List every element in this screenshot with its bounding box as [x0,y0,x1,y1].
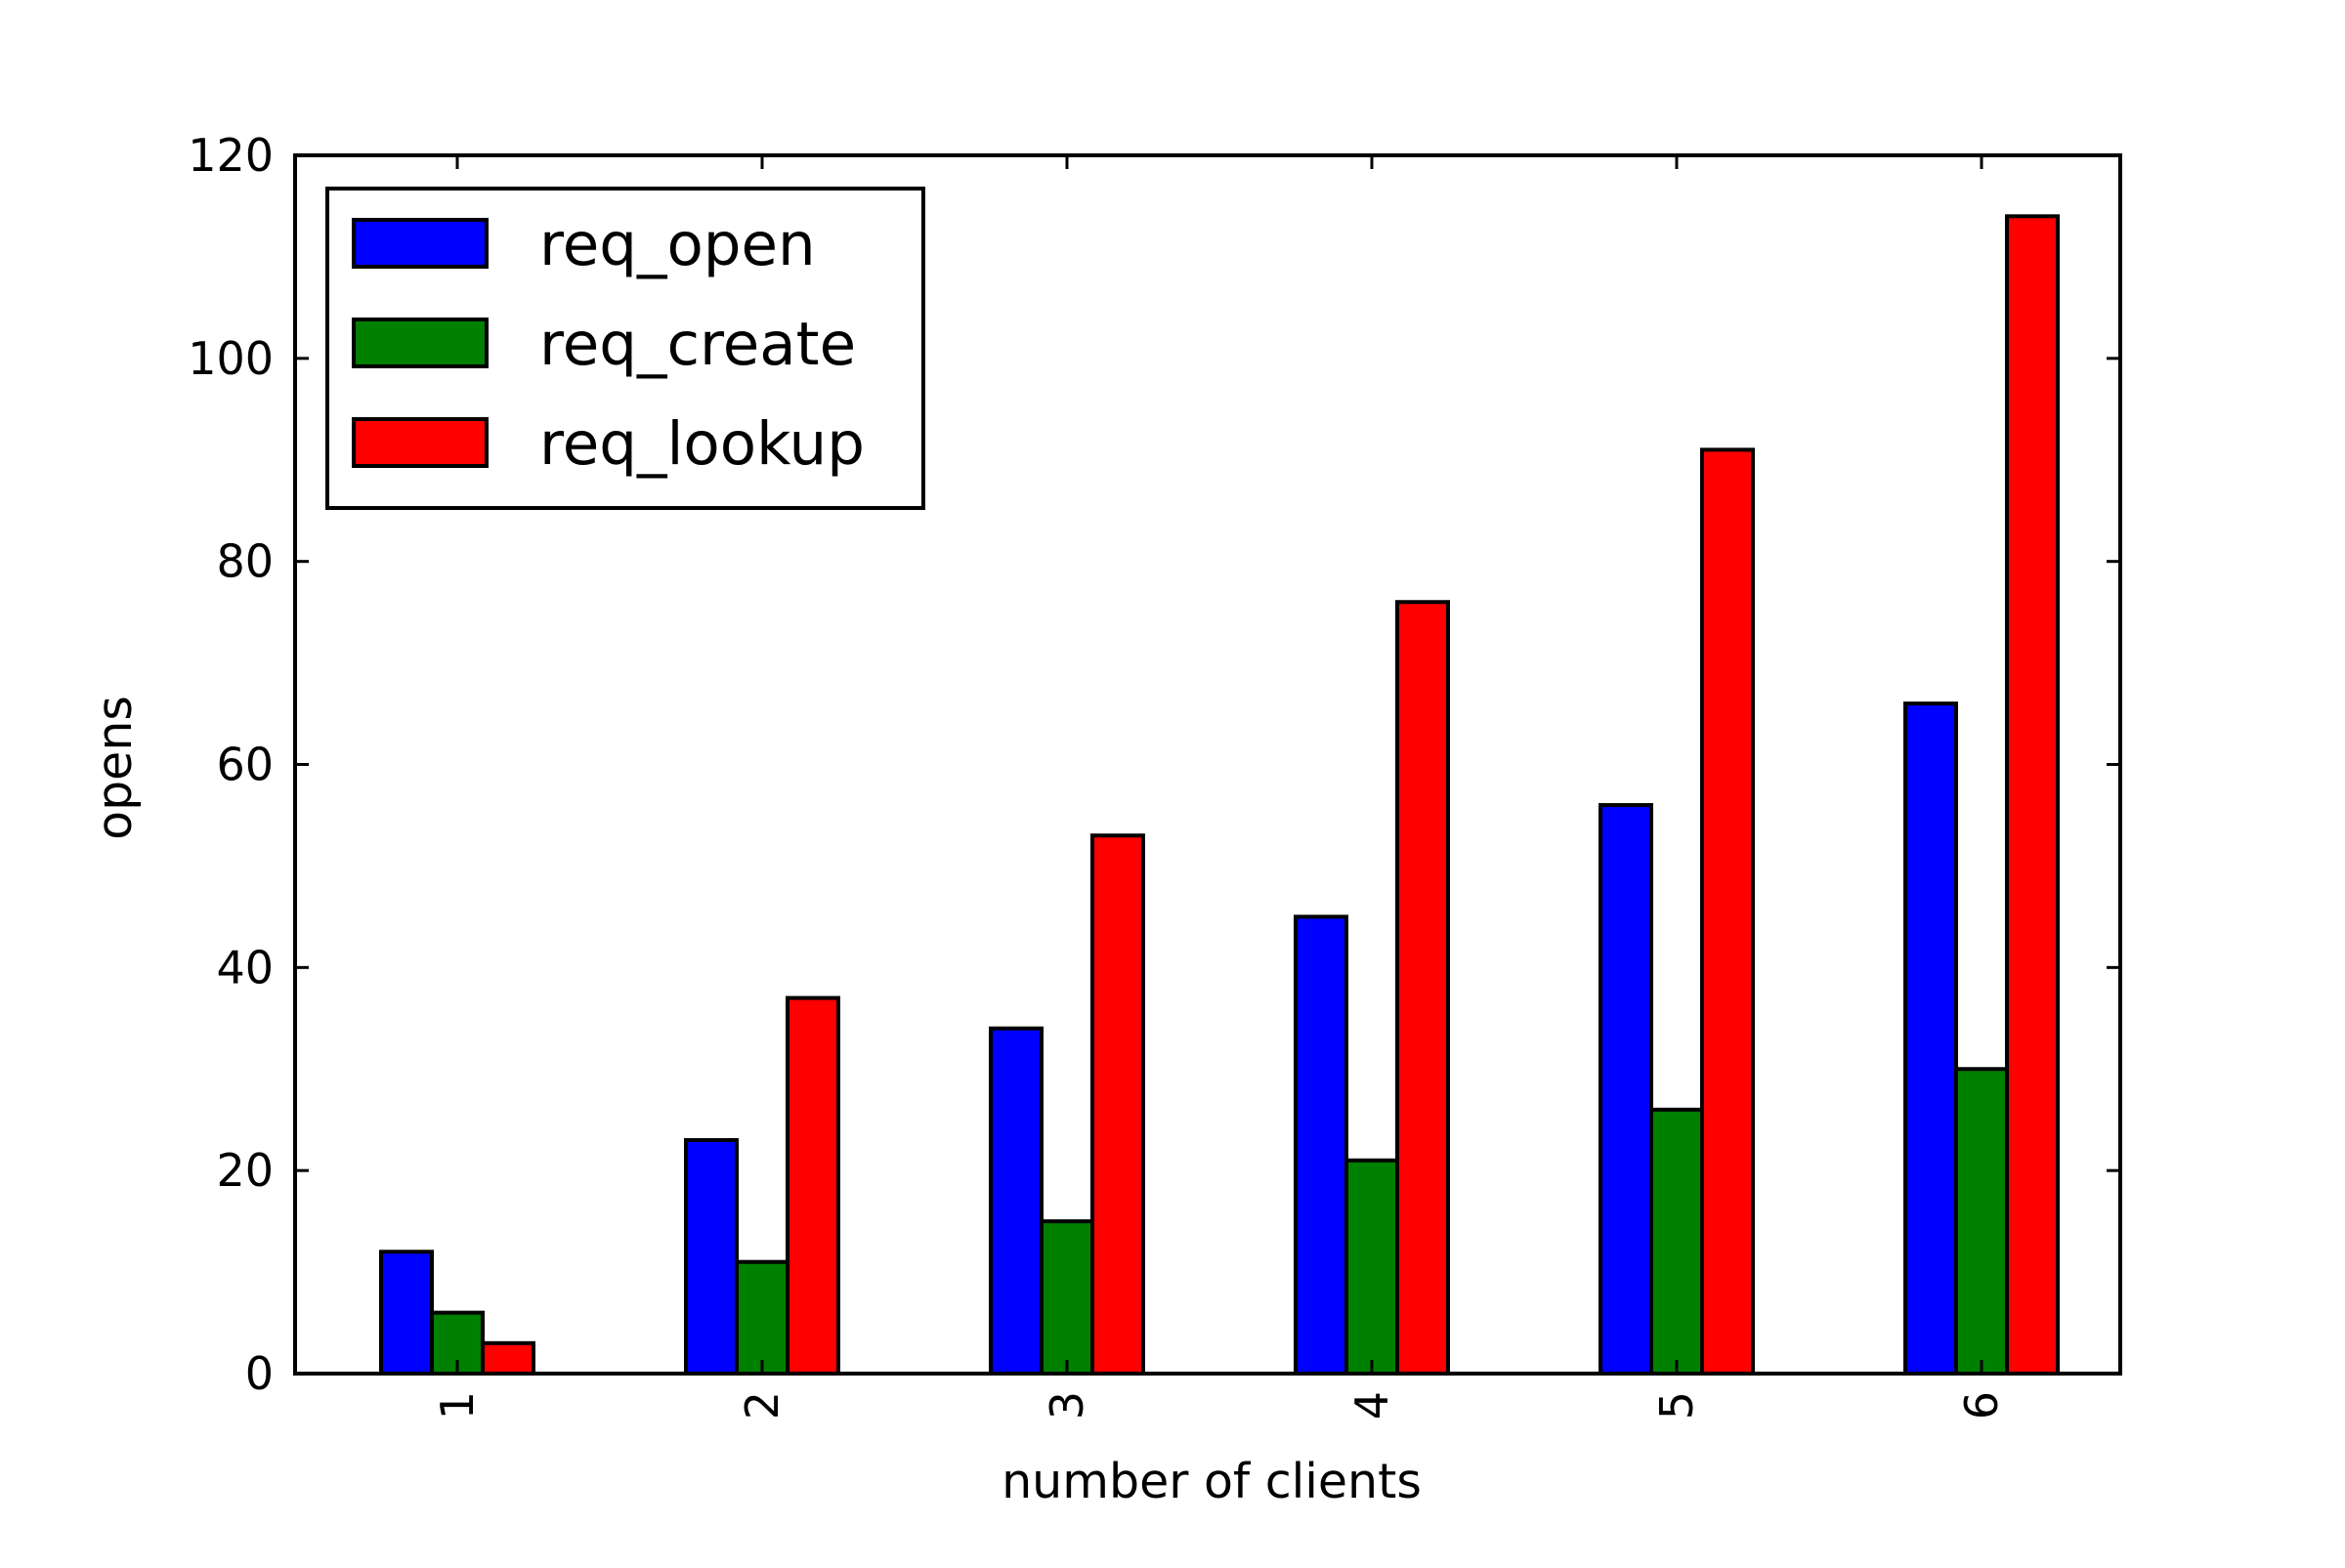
x-tick-label-1: 1 [431,1391,484,1420]
plot-area: 0 20 40 60 80 100 120 1 2 3 4 5 6 req_open req_creater… [188,129,2122,1420]
y-tick-label-100: 100 [188,332,274,385]
bar-req_lookup-6 [2005,214,2060,1377]
x-tick-label-3: 3 [1041,1391,1093,1420]
bar-req_lookup-1 [481,1340,535,1376]
bar-req_open-5 [1599,803,1653,1376]
bar-req_lookup-4 [1395,600,1450,1376]
x-tick-label-2: 2 [736,1391,789,1420]
bar-req_lookup-5 [1700,447,1755,1376]
y-tick-label-60: 60 [216,739,274,791]
y-axis-label: opens [87,696,143,840]
legend-swatch-req_create [352,318,489,368]
bar-req_create-4 [1344,1158,1399,1377]
bar-req_create-5 [1649,1107,1704,1376]
x-axis-label: number of clients [1002,1454,1422,1509]
bar-req_create-3 [1040,1219,1094,1376]
legend-label-req_create: req_create [539,310,856,379]
bar-req_lookup-2 [786,996,840,1377]
bar-req_open-1 [379,1250,434,1377]
legend-label-req_open: req_open [539,210,816,279]
bar-req_open-3 [989,1026,1044,1377]
legend-swatch-req_open [352,218,489,269]
y-tick-label-80: 80 [216,535,274,588]
y-tick-label-120: 120 [188,129,274,182]
x-tick-label-6: 6 [1955,1391,2008,1420]
bar-req_lookup-3 [1090,833,1145,1376]
legend-label-req_lookup: req_lookup [539,409,865,479]
legend-swatch-req_lookup [352,417,489,468]
x-tick-label-4: 4 [1345,1391,1398,1420]
y-tick-label-20: 20 [216,1144,274,1197]
x-tick-label-5: 5 [1650,1391,1703,1420]
y-tick-label-40: 40 [216,941,274,994]
bar-req_create-6 [1954,1067,2009,1376]
y-tick-label-0: 0 [245,1347,274,1400]
bar-req_open-6 [1903,701,1958,1376]
bar-req_open-4 [1294,914,1348,1376]
bar-req_open-2 [684,1137,739,1377]
bar-req_create-2 [735,1259,789,1376]
